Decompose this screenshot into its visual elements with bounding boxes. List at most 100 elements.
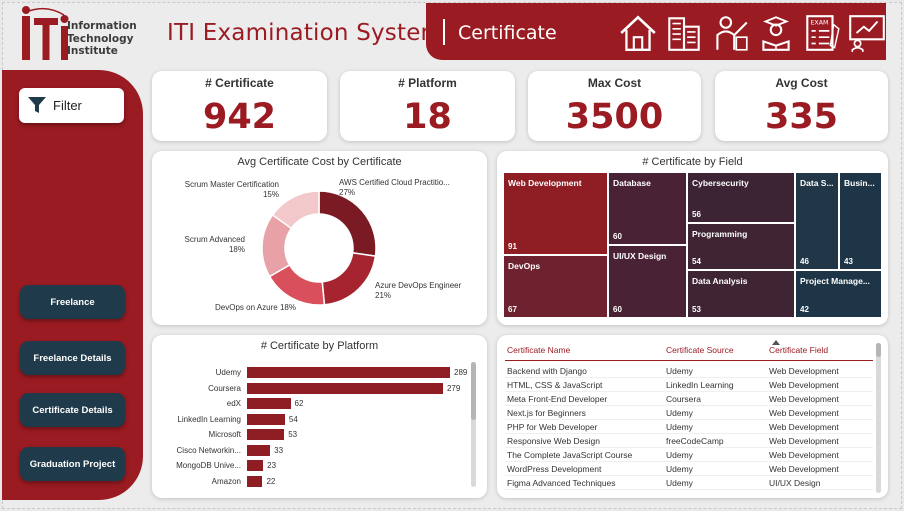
treemap-cell-cybersecurity[interactable]: Cybersecurity 56 <box>688 173 794 222</box>
kpi-card-max-cost: Max Cost 3500 <box>528 71 701 141</box>
building-icon[interactable] <box>663 12 705 54</box>
table-cell: HTML, CSS & JavaScript <box>507 380 603 390</box>
treemap-cell-programming[interactable]: Programming 54 <box>688 224 794 269</box>
donut-label-devops-azure: DevOps on Azure 18% <box>215 303 296 312</box>
certificate-details-button[interactable]: Certificate Details <box>20 393 125 427</box>
bar-1[interactable] <box>247 382 443 394</box>
table-cell: Udemy <box>666 464 693 474</box>
table-cell: freeCodeCamp <box>666 436 724 446</box>
table-cell: The Complete JavaScript Course <box>507 450 633 460</box>
treemap-cell-data-analysis[interactable]: Data Analysis 53 <box>688 271 794 317</box>
table-cell: Udemy <box>666 408 693 418</box>
filter-button[interactable]: Filter <box>19 88 124 123</box>
treemap-cell-database[interactable]: Database 60 <box>609 173 686 244</box>
table-cell: Web Development <box>769 380 839 390</box>
table-scrollbar[interactable] <box>876 343 881 493</box>
donut-label-scrum-master: Scrum Master Certification 15% <box>184 180 279 199</box>
treemap-cell-web-development[interactable]: Web Development 91 <box>504 173 607 254</box>
table-cell: Web Development <box>769 408 839 418</box>
kpi-label: Avg Cost <box>775 76 828 90</box>
treemap-cell-devops[interactable]: DevOps 67 <box>504 256 607 317</box>
bar-chart-scroll-thumb[interactable] <box>471 362 476 420</box>
platform-bar-chart-card: # Certificate by Platform <box>152 335 487 498</box>
table-row[interactable]: WordPress Development Udemy Web Developmen… <box>505 462 873 476</box>
kpi-card-platform: # Platform 18 <box>340 71 515 141</box>
table-row[interactable]: PHP for Web Developer Udemy Web Developmen… <box>505 420 873 434</box>
graduation-project-button[interactable]: Graduation Project <box>20 447 125 481</box>
kpi-card-avg-cost: Avg Cost 335 <box>715 71 888 141</box>
table-cell: Web Development <box>769 422 839 432</box>
bar-0[interactable] <box>247 367 450 378</box>
bar-value-label: 53 <box>288 430 298 439</box>
table-header-source[interactable]: Certificate Source <box>666 345 734 355</box>
table-row[interactable]: HTML, CSS & JavaScript LinkedIn Learning W… <box>505 378 873 392</box>
bar-6[interactable] <box>247 460 264 471</box>
kpi-label: # Certificate <box>205 76 274 90</box>
bar-value-label: 289 <box>454 368 468 377</box>
bar-category-label: MongoDB Unive... <box>176 461 241 470</box>
table-header-field[interactable]: Certificate Field <box>769 345 829 355</box>
bar-chart-scrollbar[interactable] <box>471 362 476 487</box>
banner-divider <box>443 19 445 45</box>
treemap-cell-business[interactable]: Busin... 43 <box>840 173 881 269</box>
table-cell: Next.js for Beginners <box>507 408 586 418</box>
bar-3[interactable] <box>247 413 285 425</box>
table-cell: Backend with Django <box>507 366 587 376</box>
sort-arrow-icon[interactable] <box>772 340 780 345</box>
table-header-name[interactable]: Certificate Name <box>507 345 571 355</box>
bar-category-label: Cisco Networkin... <box>176 445 241 455</box>
table-row[interactable]: Meta Front-End Developer Coursera Web Deve… <box>505 392 873 406</box>
table-cell: Udemy <box>666 366 693 376</box>
treemap-cell-data-science[interactable]: Data S... 46 <box>796 173 838 269</box>
donut-label-azure: Azure DevOps Engineer 21% <box>375 281 462 300</box>
kpi-value: 942 <box>202 97 277 137</box>
donut-label-scrum-advanced: Scrum Advanced 18% <box>184 235 245 254</box>
table-cell: Web Development <box>769 366 839 376</box>
student-icon[interactable] <box>755 12 797 54</box>
treemap-cell-ui-ux-design[interactable]: UI/UX Design 60 <box>609 246 686 317</box>
donut-chart-title: Avg Certificate Cost by Certificate <box>237 156 402 168</box>
table-row[interactable]: Figma Advanced Techniques Udemy UI/UX Desi… <box>505 476 873 490</box>
presentation-icon[interactable] <box>846 12 888 54</box>
donut-slice-0[interactable] <box>318 190 377 257</box>
freelance-button[interactable]: Freelance <box>20 285 125 319</box>
table-cell: LinkedIn Learning <box>666 380 734 390</box>
bar-4[interactable] <box>247 429 285 440</box>
donut-label-aws: AWS Certified Cloud Practitio... 27% <box>339 178 450 197</box>
exam-icon[interactable]: EXAM <box>801 12 843 54</box>
table-scroll-thumb[interactable] <box>876 343 881 357</box>
bar-7[interactable] <box>247 475 263 487</box>
bar-2[interactable] <box>247 398 291 409</box>
bar-value-label: 23 <box>267 461 277 470</box>
table-cell: Coursera <box>666 394 701 404</box>
table-cell: Web Development <box>769 436 839 446</box>
instructor-icon[interactable] <box>709 12 751 54</box>
freelance-details-button[interactable]: Freelance Details <box>20 341 125 375</box>
kpi-card-certificate: # Certificate 942 <box>152 71 327 141</box>
table-cell: Web Development <box>769 394 839 404</box>
table-cell: Web Development <box>769 464 839 474</box>
donut-slice-1[interactable] <box>321 251 377 306</box>
table-row[interactable]: Next.js for Beginners Udemy Web Developmen… <box>505 406 873 420</box>
bar-category-label: LinkedIn Learning <box>177 414 241 424</box>
table-cell: Web Development <box>769 450 839 460</box>
treemap-cell-project-management[interactable]: Project Manage... 42 <box>796 271 881 317</box>
svg-text:EXAM: EXAM <box>810 20 828 27</box>
bar-value-label: 54 <box>288 414 298 424</box>
kpi-value: 335 <box>764 97 839 137</box>
table-cell: WordPress Development <box>507 464 602 474</box>
bar-chart-title: # Certificate by Platform <box>260 340 379 352</box>
table-cell: Udemy <box>666 450 693 460</box>
table-row[interactable]: The Complete JavaScript Course Udemy Web D… <box>505 448 873 462</box>
app-title: ITI Examination System <box>167 20 444 46</box>
table-row[interactable]: Responsive Web Design freeCodeCamp Web Dev… <box>505 434 873 448</box>
treemap-title: # Certificate by Field <box>642 156 743 168</box>
home-icon[interactable] <box>617 12 659 54</box>
table-cell: Figma Advanced Techniques <box>507 478 616 488</box>
table-row[interactable]: Backend with Django Udemy Web Development <box>505 364 873 378</box>
bar-value-label: 22 <box>266 476 276 486</box>
donut-slice-4[interactable] <box>271 190 320 230</box>
kpi-value: 18 <box>403 97 452 137</box>
table-cell: PHP for Web Developer <box>507 422 598 432</box>
bar-5[interactable] <box>247 444 271 456</box>
